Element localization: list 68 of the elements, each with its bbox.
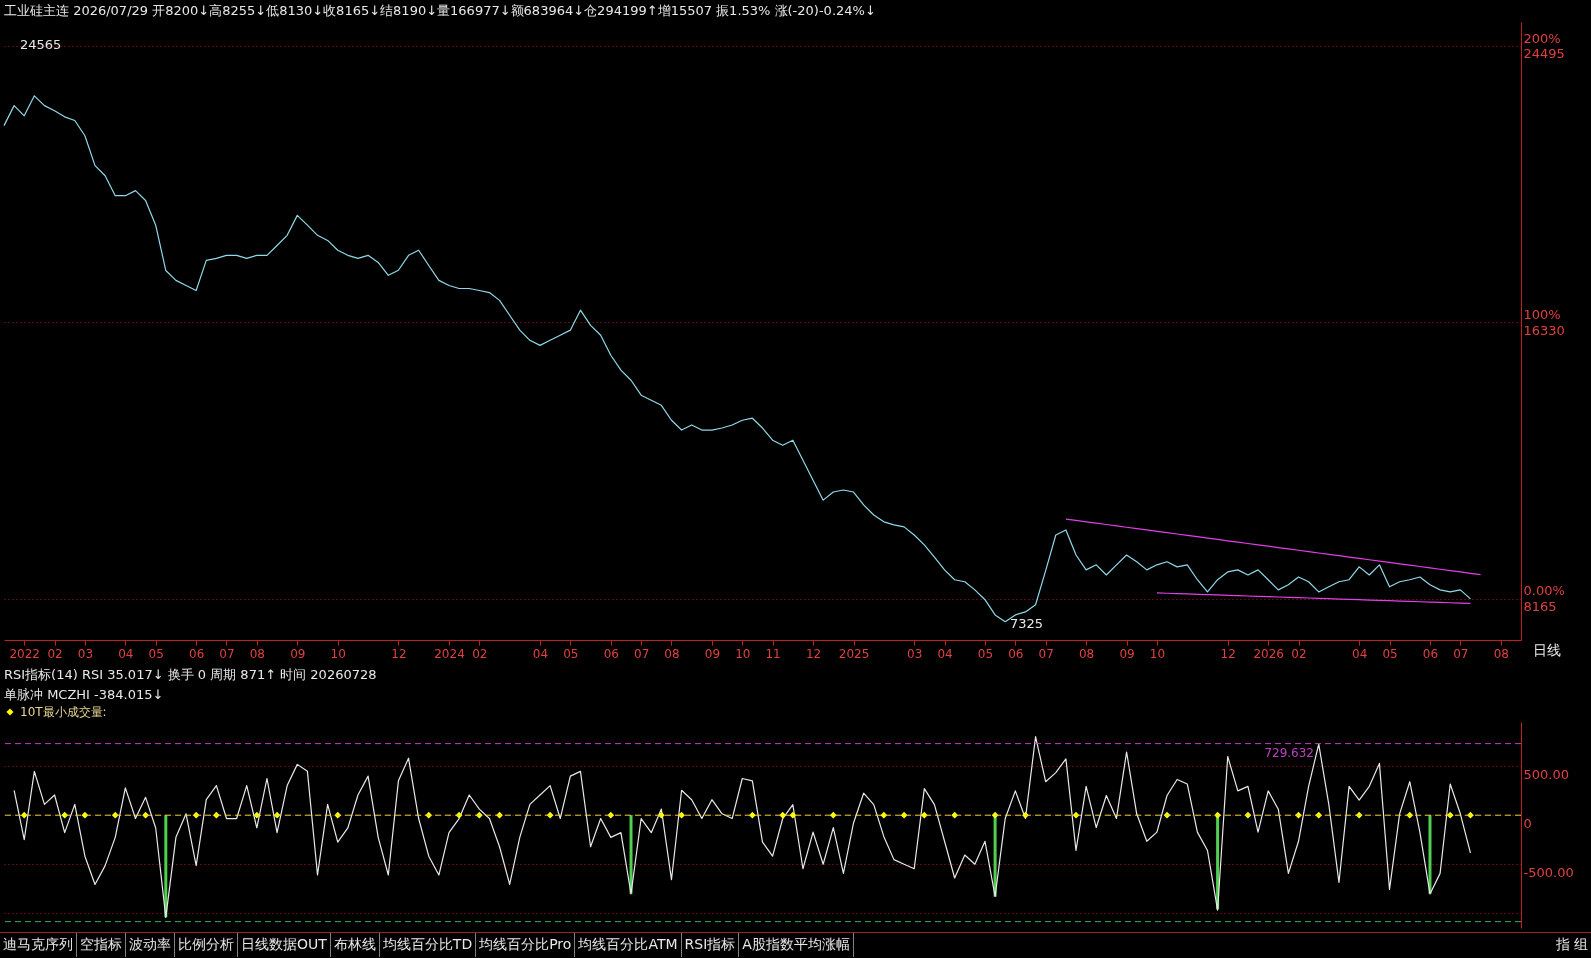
x-tick-label: 04: [118, 646, 134, 661]
y2-tick-label: 100%: [1523, 307, 1561, 323]
x-tick-label: 12: [1220, 646, 1236, 661]
x-tick-label: 02: [472, 646, 488, 661]
x-tick-label: 10: [1149, 646, 1166, 661]
x-tick-label: 07: [219, 646, 235, 661]
y2-tick-label: 0.00%: [1523, 583, 1565, 599]
x-tick-label: 04: [532, 646, 549, 661]
x-tick-label: 07: [1453, 646, 1469, 661]
chart-title: RSI指标(14) RSI 35.017↓ 换手 0 周期 871↑ 时间 20260728: [4, 667, 377, 682]
x-tick-label: 09: [1119, 646, 1135, 661]
text: RSI指标: [681, 933, 740, 957]
y-tick-label: -500.00: [1523, 864, 1574, 880]
chart-title: 工业硅主连 2026/07/29 开8200↓高8255↓低8130↓收8165↓结8190↓量166977↓额683964↓仓294199↑增15507 振1.53% 涨(-20)-0.24%↓: [4, 3, 876, 18]
x-tick-label: 11: [765, 646, 781, 661]
x-tick-label: 05: [563, 646, 579, 661]
x-tick-label: 05: [1382, 646, 1398, 661]
x-tick-label: 2026: [1253, 646, 1284, 661]
x-axis-title: 日线: [1532, 641, 1561, 658]
x-tick-label: 06: [189, 646, 205, 661]
legend-label: 10T最小成交量:: [20, 705, 107, 719]
y-tick-label: 16330: [1523, 322, 1565, 338]
text: 日线数据OUT: [238, 933, 331, 957]
text: 均线百分比TD: [379, 933, 477, 957]
x-tick-label: 12: [391, 646, 407, 661]
x-tick-label: 2025: [838, 646, 870, 661]
text: 空指标: [77, 933, 126, 957]
x-tick-label: 2022: [9, 646, 40, 661]
text: 迪马克序列: [0, 933, 77, 957]
x-tick-label: 10: [735, 646, 751, 661]
y-tick-label: 0: [1523, 815, 1532, 831]
text: A股指数平均涨幅: [739, 933, 854, 957]
x-tick-label: 08: [664, 646, 680, 661]
x-tick-label: 12: [805, 646, 822, 661]
ref-line-label: 729.632: [1264, 745, 1314, 760]
x-tick-label: 05: [148, 646, 164, 661]
y-tick-label: 500.00: [1523, 766, 1569, 782]
x-tick-label: 09: [290, 646, 306, 661]
x-tick-label: 06: [603, 646, 619, 661]
y2-tick-label: 200%: [1523, 31, 1561, 47]
text: 均线百分比Pro: [476, 933, 576, 957]
y-tick-label: 8165: [1523, 599, 1557, 615]
x-tick-label: 04: [1352, 646, 1368, 661]
x-tick-label: 02: [1291, 646, 1307, 661]
x-tick-label: 08: [1493, 646, 1509, 661]
text: 指 组: [1554, 935, 1589, 954]
x-tick-label: 08: [1078, 646, 1095, 661]
x-tick-label: 04: [937, 646, 953, 661]
x-tick-label: 02: [47, 646, 63, 661]
x-tick-label: 2024: [434, 646, 465, 661]
y-tick-label: 24495: [1523, 46, 1565, 62]
annotation: 7325: [1010, 616, 1044, 631]
x-tick-label: 09: [704, 646, 721, 661]
x-tick-label: 03: [77, 646, 94, 661]
x-tick-label: 03: [907, 646, 923, 661]
x-tick-label: 06: [1008, 646, 1024, 661]
x-tick-label: 06: [1422, 646, 1439, 661]
x-tick-label: 05: [977, 646, 994, 661]
text: 均线百分比ATM: [575, 933, 682, 957]
x-tick-label: 07: [1038, 646, 1054, 661]
x-tick-label: 07: [634, 646, 650, 661]
text: 比例分析: [175, 933, 238, 957]
x-tick-label: 10: [330, 646, 346, 661]
text: 波动率: [126, 933, 175, 957]
text: 布林线: [330, 933, 380, 957]
annotation: 24565: [20, 37, 62, 52]
x-tick-label: 08: [249, 646, 265, 661]
chart-subtitle: 单脉冲 MCZHI -384.015↓: [4, 687, 164, 702]
